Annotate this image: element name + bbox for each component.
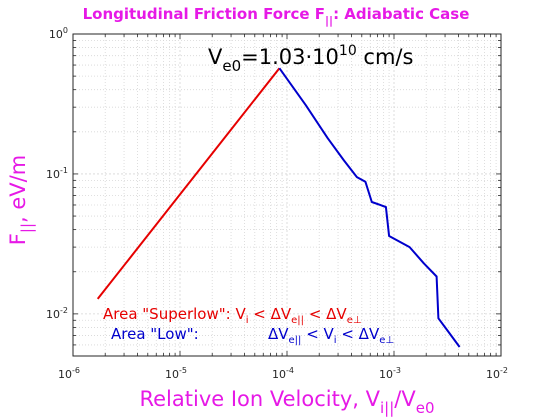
series-lines (96, 67, 461, 348)
y-tick-label: 10-2 (46, 306, 68, 321)
y-axis-label: F||, eV/m (6, 155, 36, 245)
chart-title: Longitudinal Friction Force F||: Adiabat… (83, 5, 470, 27)
series-line-1 (96, 67, 281, 300)
annotation-low: Area "Low": (111, 325, 199, 343)
series-line-2 (278, 67, 461, 348)
grid-lines (73, 34, 501, 356)
annotation-superlow: Area "Superlow": Vi < ΔVe|| < ΔVe⊥ (103, 305, 362, 326)
x-tick-label: 10-4 (272, 366, 294, 381)
y-tick-label: 100 (49, 26, 68, 41)
x-tick-label: 10-3 (379, 366, 401, 381)
x-tick-label: 10-6 (58, 366, 80, 381)
x-axis-label: Relative Ion Velocity, Vi||/Ve0 (139, 387, 434, 417)
y-tick-label: 10-1 (46, 166, 68, 181)
axis-ticks: 10-6 10-5 10-4 10-3 10-2 10-2 10-1 100 (46, 26, 508, 381)
annotation-velocity: Ve0=1.03·1010 cm/s (208, 43, 413, 75)
annotation-low-relation: ΔVe|| < Vi < ΔVe⊥ (268, 325, 394, 346)
x-tick-label: 10-2 (486, 366, 508, 381)
x-tick-label: 10-5 (165, 366, 187, 381)
